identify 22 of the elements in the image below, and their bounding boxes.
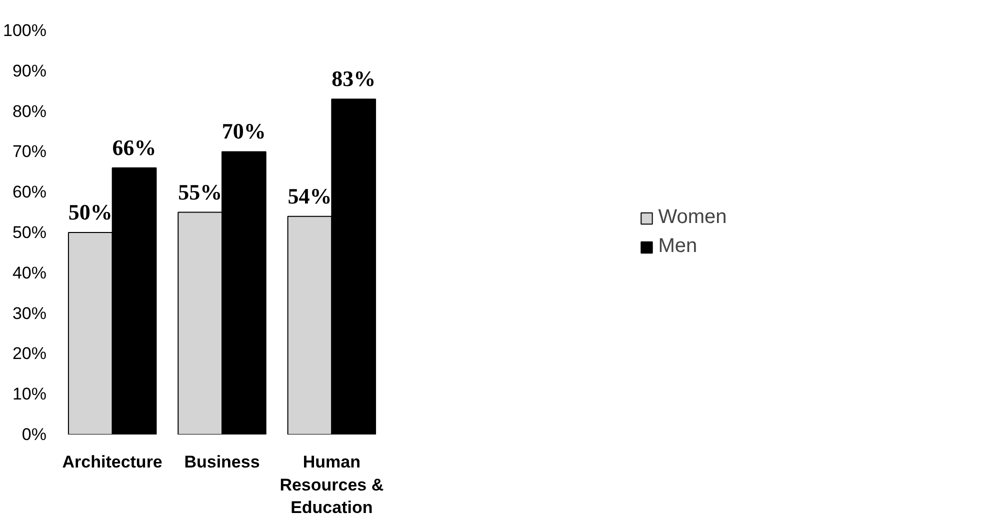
legend-label: Men — [658, 235, 698, 258]
y-tick-label: 20% — [12, 344, 47, 364]
y-tick-label: 10% — [12, 384, 47, 404]
text: 83% — [332, 66, 376, 92]
y-tick-label: 0% — [22, 425, 47, 444]
text: 70% — [222, 118, 266, 144]
y-tick-label: 70% — [12, 142, 47, 162]
y-tick-label: 30% — [12, 304, 47, 323]
x-tick-label: Architecture — [62, 452, 162, 472]
y-tick-label: 60% — [12, 182, 47, 202]
y-tick-label: 90% — [12, 61, 47, 80]
text: 66% — [112, 134, 156, 160]
text: 55% — [178, 179, 222, 204]
x-tick-label: Business — [184, 452, 260, 472]
y-tick-label: 100% — [3, 21, 47, 40]
y-tick-label: 50% — [12, 223, 47, 242]
text: 54% — [288, 183, 332, 208]
y-tick-label: 80% — [12, 102, 47, 121]
x-tick-label: Human Resources & Education — [280, 452, 384, 518]
text: 50% — [68, 200, 112, 224]
y-tick-label: 40% — [12, 263, 47, 282]
legend-label: Women — [658, 206, 727, 229]
